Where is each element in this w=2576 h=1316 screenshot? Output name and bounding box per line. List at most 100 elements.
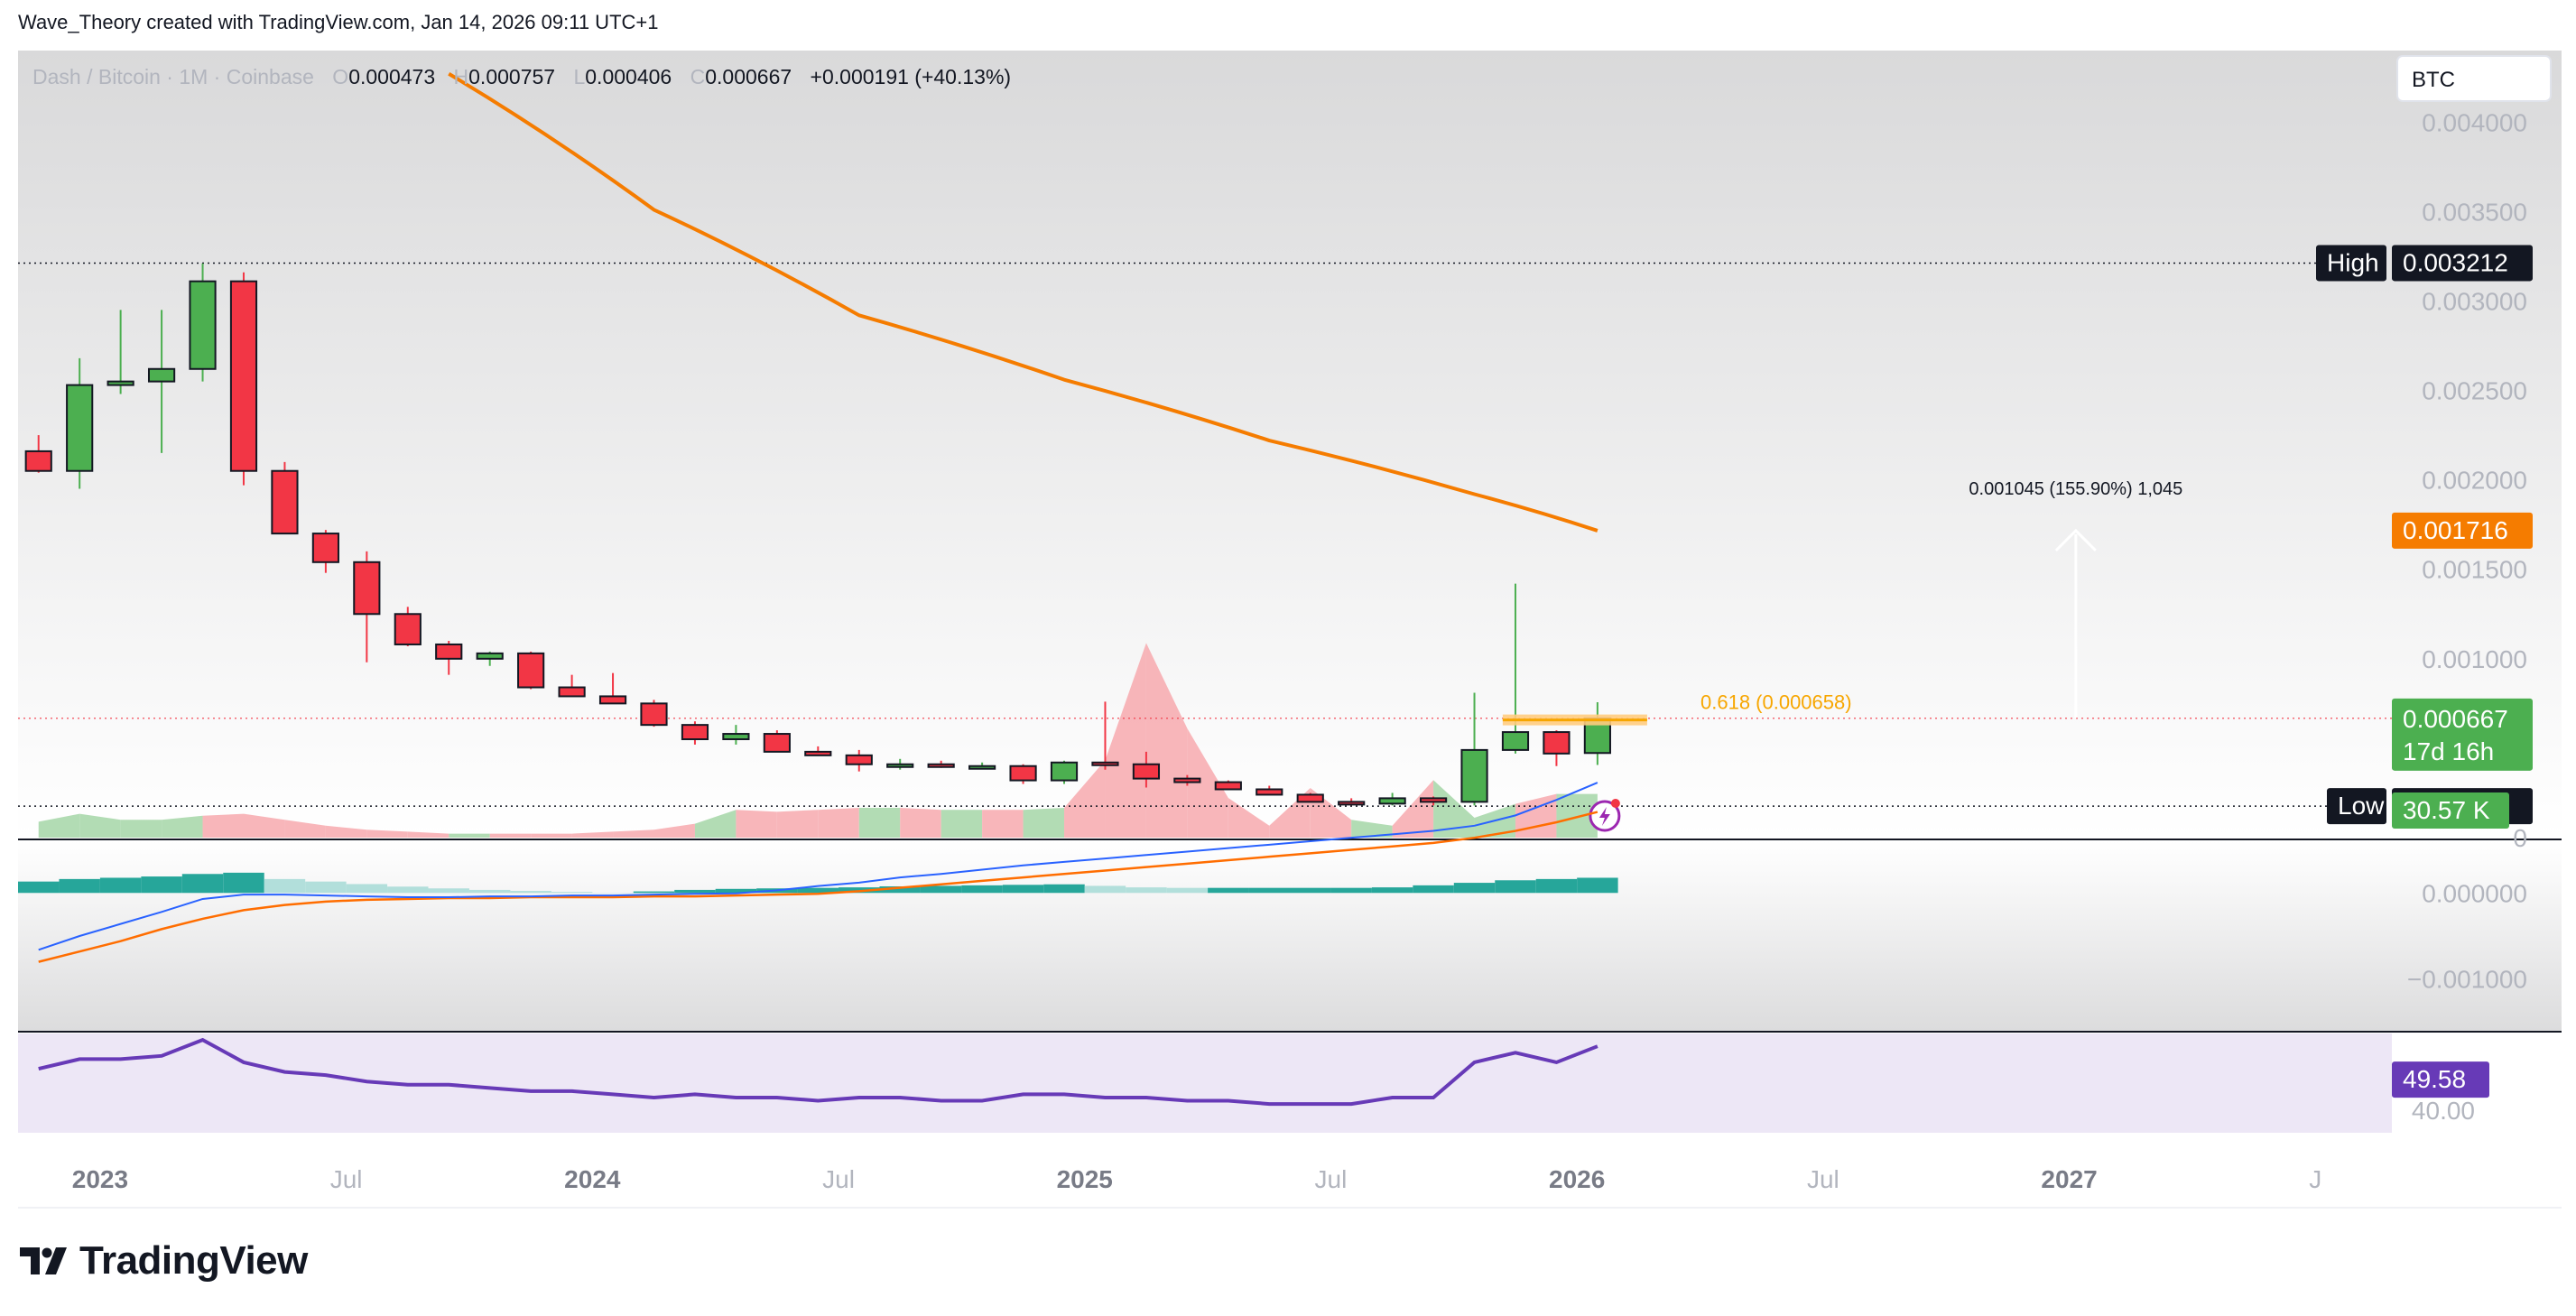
high-tag: High — [2327, 248, 2379, 276]
volume-segment — [38, 813, 80, 838]
candle-body — [1009, 765, 1037, 782]
macd-histogram-bar — [305, 881, 347, 894]
macd-pane-bg — [18, 841, 2562, 1031]
volume-layer — [38, 643, 1598, 838]
candle-body — [24, 449, 52, 472]
macd-histogram-bar — [346, 884, 388, 894]
price-tick-label: 0.001500 — [2422, 556, 2527, 584]
macd — [18, 782, 1618, 963]
candle-body — [353, 561, 381, 616]
macd-histogram-bar — [468, 889, 511, 894]
volume-segment — [1145, 643, 1188, 838]
volume-segment — [1392, 780, 1434, 838]
macd-histogram-bar — [1208, 887, 1249, 894]
candle-body — [1091, 761, 1119, 766]
macd-histogram-bar — [674, 889, 716, 894]
price-tick-label: 0.002000 — [2422, 467, 2527, 495]
macd-histogram-bar — [18, 881, 60, 894]
volume-segment — [489, 833, 532, 838]
volume-segment — [694, 810, 737, 838]
measure-label: 0.001045 (155.90%) 1,045 — [1969, 479, 2182, 499]
volume-segment — [120, 820, 162, 838]
candle-body — [476, 652, 504, 660]
candle-body — [1419, 797, 1448, 803]
macd-histogram-bar — [264, 878, 306, 894]
candle-body — [722, 733, 750, 741]
volume-segment — [1187, 728, 1228, 838]
time-tick-label: 2027 — [2041, 1165, 2097, 1193]
moving-average — [448, 72, 1598, 533]
volume-segment — [79, 813, 121, 838]
volume-value-tag-bg — [2392, 792, 2509, 829]
low-tag-bg — [2327, 788, 2386, 825]
price-axis: 0.004000 0.003500 0.003000 0.002500 0.002000… — [2316, 108, 2533, 1125]
rsi-line — [38, 1037, 1598, 1107]
price-tick-label: 0.002500 — [2422, 377, 2527, 405]
tradingview-brand[interactable]: TradingView — [20, 1238, 308, 1284]
volume-segment — [1228, 798, 1270, 838]
volume-segment — [1515, 793, 1557, 838]
macd-histogram-bar — [1043, 884, 1085, 894]
currency-button[interactable]: BTC — [2396, 55, 2552, 102]
candle-body — [189, 280, 217, 370]
macd-histogram-bar — [387, 886, 429, 894]
candle-body — [517, 652, 545, 689]
time-tick-label: 2023 — [72, 1165, 128, 1193]
macd-histogram-bar — [1495, 880, 1536, 894]
macd-histogram-bar — [428, 888, 469, 894]
legend-low: 0.000406 — [585, 65, 672, 88]
candle-body — [1501, 731, 1530, 751]
ma-value-tag-bg — [2392, 512, 2533, 549]
high-value-tag: 0.003212 — [2403, 248, 2508, 276]
macd-histogram-bar — [1002, 885, 1044, 894]
macd-histogram-bar — [1453, 883, 1496, 894]
last-price-value: 0.000667 — [2403, 705, 2508, 733]
volume-segment — [1023, 808, 1065, 838]
candle-body — [1338, 801, 1366, 806]
rsi — [38, 1037, 1598, 1107]
macd-histogram-bar — [879, 885, 921, 894]
rsi-tick-label: 40.00 — [2412, 1097, 2475, 1125]
candle-body — [107, 380, 134, 386]
price-tick-label: 0.004000 — [2422, 108, 2527, 136]
reference-lines — [18, 262, 2392, 807]
candle-body — [1296, 793, 1324, 803]
time-tick-label: J — [2309, 1165, 2321, 1193]
candle-body — [435, 643, 463, 660]
legend-row: Dash / Bitcoin · 1M · Coinbase O0.000473… — [32, 65, 1011, 88]
macd-line — [38, 782, 1598, 951]
macd-histogram-bar — [961, 885, 1003, 894]
lightning-icon-glyph — [1598, 807, 1610, 826]
time-tick-label: 2025 — [1057, 1165, 1113, 1193]
price-tick-label: 0.001000 — [2422, 645, 2527, 673]
price-tick-label: 0.003500 — [2422, 198, 2527, 226]
candle-body — [1460, 748, 1488, 803]
macd-histogram-bar — [1248, 887, 1290, 894]
volume-segment — [366, 829, 408, 838]
candle-body — [394, 613, 422, 645]
candle-body — [886, 763, 914, 768]
macd-histogram-bar — [920, 885, 962, 894]
tradingview-wordmark: TradingView — [79, 1238, 308, 1283]
candle-body — [311, 533, 339, 563]
ma-value-tag: 0.001716 — [2403, 516, 2508, 544]
macd-histogram-bar — [1577, 877, 1618, 894]
macd-tick-label: 0.000000 — [2422, 879, 2527, 907]
volume-segment — [202, 813, 244, 838]
macd-histogram-bar — [1290, 887, 1331, 894]
candle-body — [1132, 763, 1161, 780]
macd-tick-label: −0.001000 — [2407, 966, 2527, 994]
candle-body — [1543, 731, 1571, 755]
rsi-value-tag-bg — [2392, 1061, 2489, 1098]
fib-label: 0.618 (0.000658) — [1700, 691, 1852, 714]
candle-body — [1173, 777, 1201, 783]
time-tick-label: Jul — [822, 1165, 855, 1193]
candle-body — [558, 686, 586, 698]
rsi-value-tag: 49.58 — [2403, 1065, 2466, 1093]
author-line: Wave_Theory created with TradingView.com… — [18, 11, 659, 33]
volume-segment — [325, 825, 367, 838]
macd-histogram-bar — [1413, 885, 1454, 894]
candle-body — [271, 469, 299, 535]
macd-histogram-bar — [141, 876, 182, 894]
